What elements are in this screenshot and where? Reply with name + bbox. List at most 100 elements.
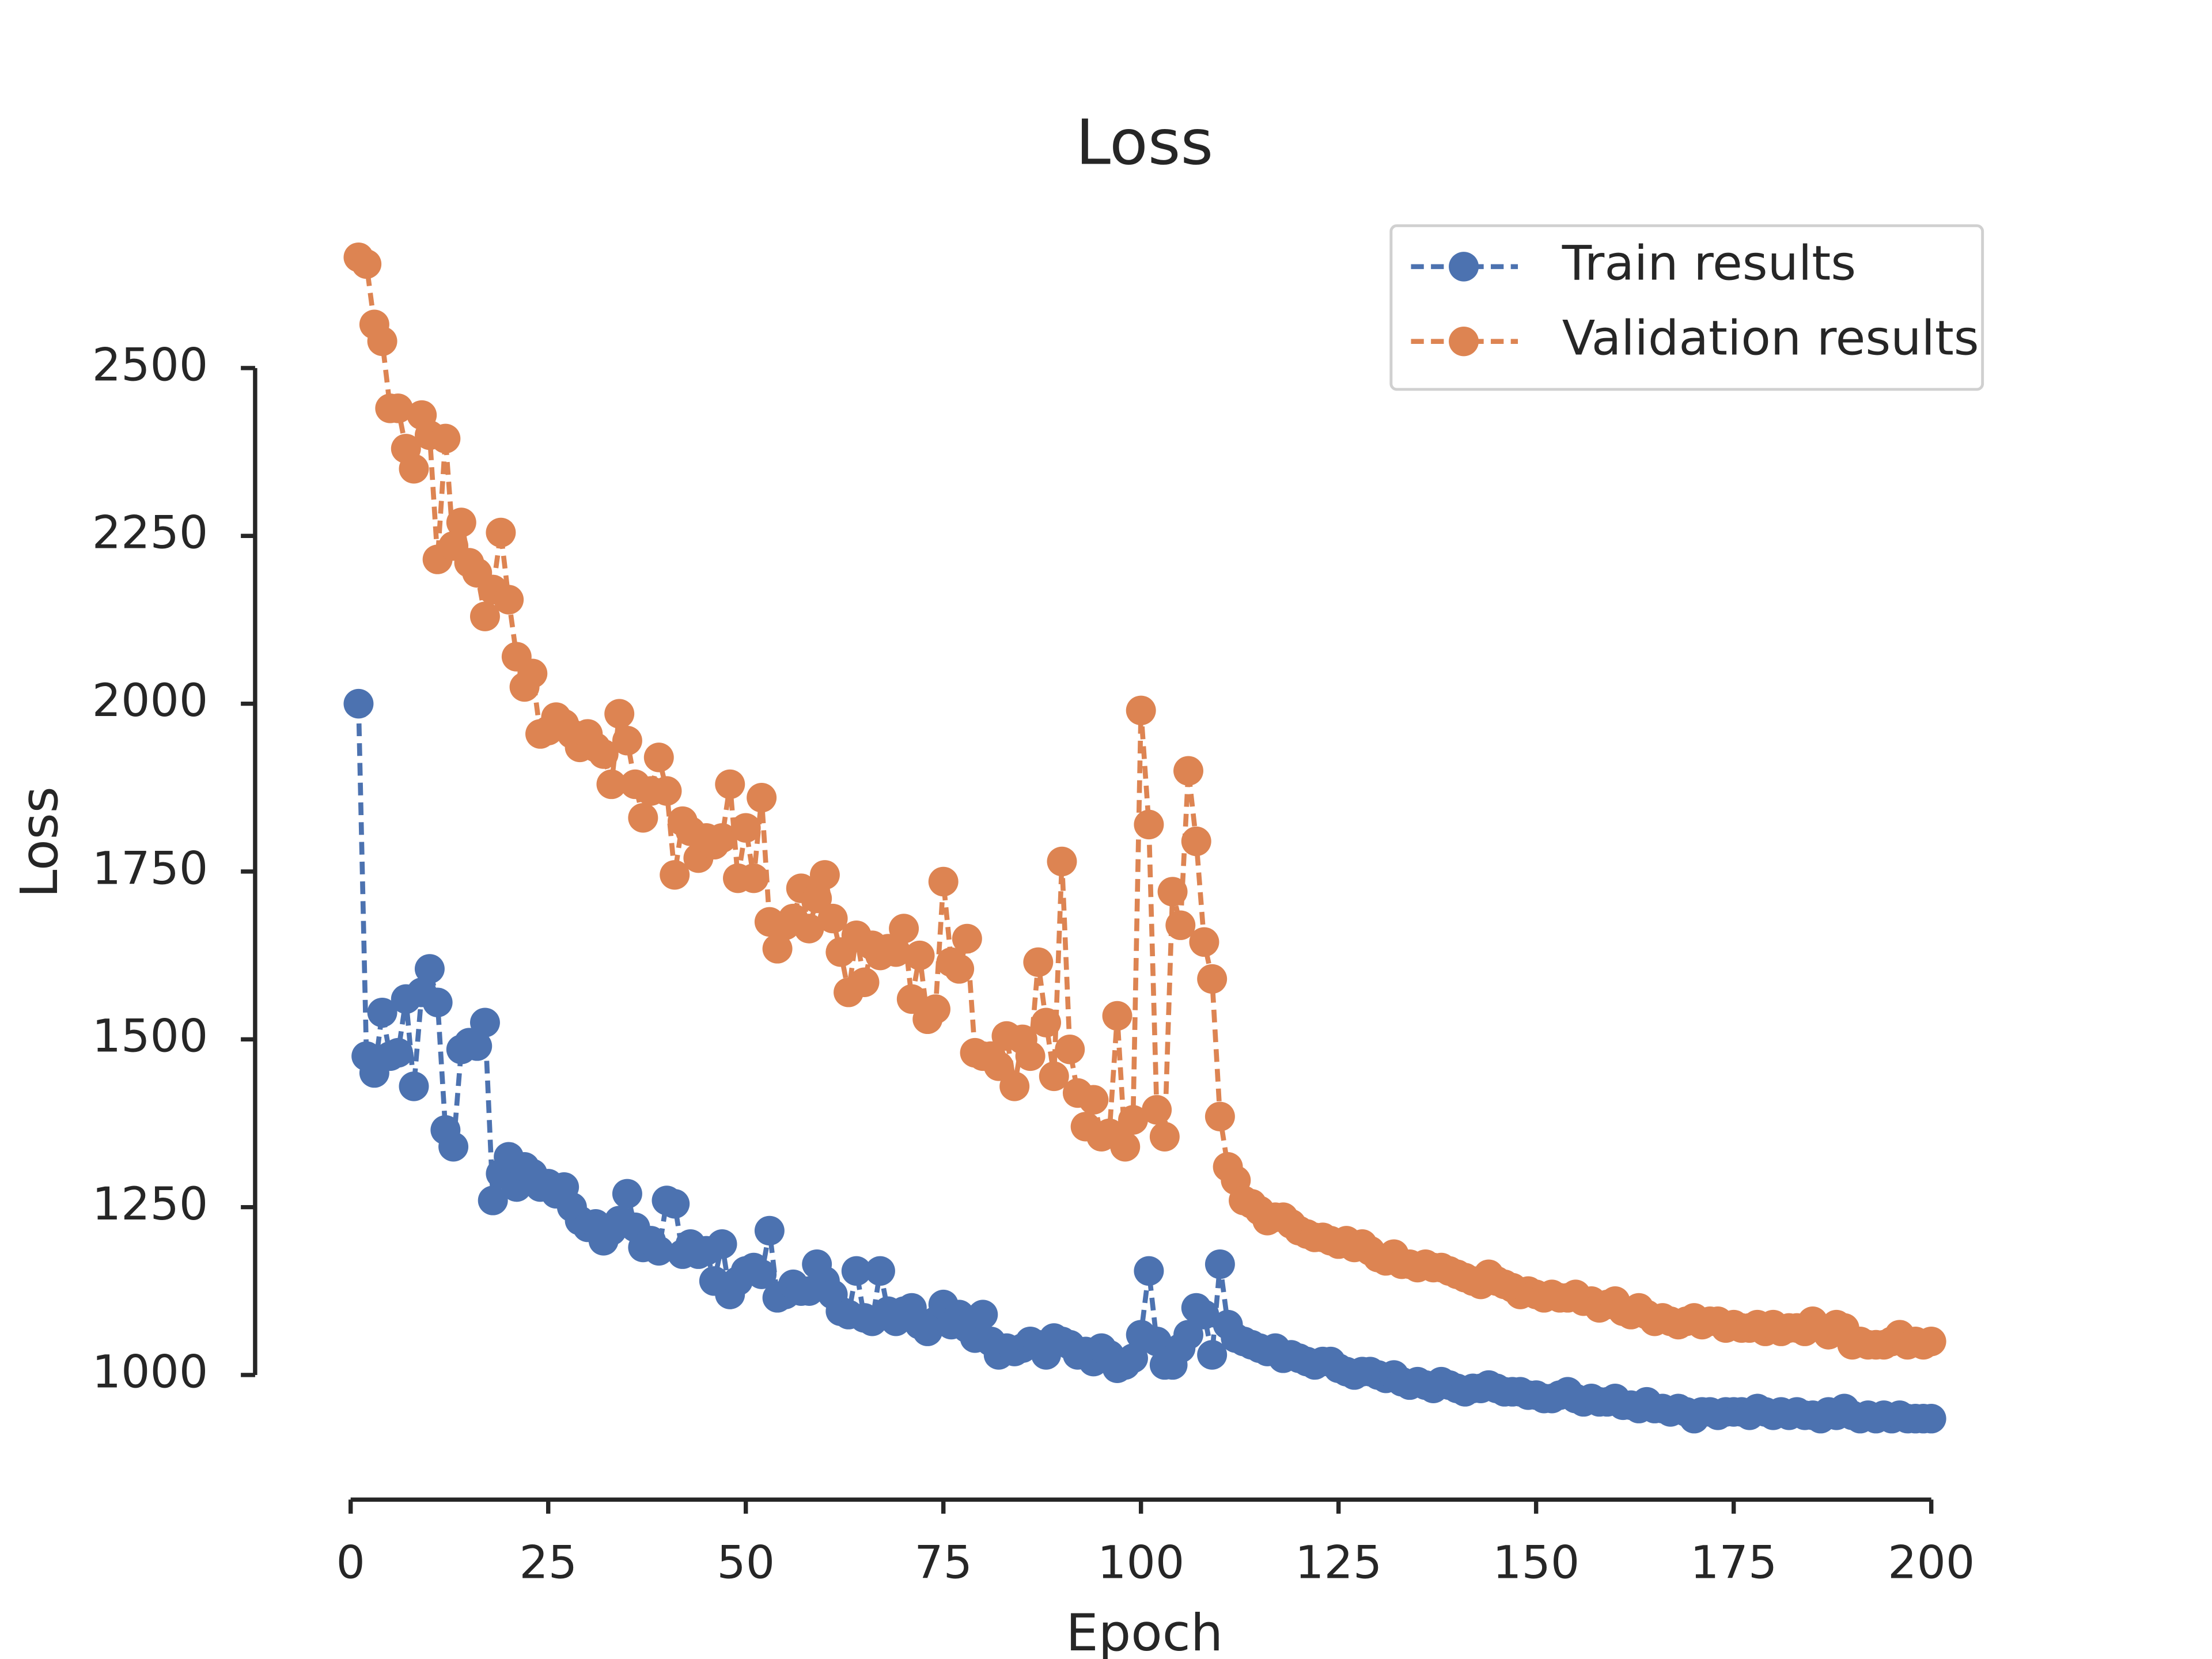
data-point <box>383 393 414 423</box>
data-point <box>1142 1094 1172 1125</box>
data-point <box>999 1071 1030 1101</box>
data-point <box>1189 927 1219 957</box>
data-point <box>399 1071 429 1101</box>
data-point <box>1916 1326 1946 1357</box>
x-tick-label: 125 <box>1295 1536 1382 1589</box>
y-tick-label: 2500 <box>92 339 208 392</box>
data-point <box>968 1300 998 1330</box>
legend-marker <box>1449 252 1479 282</box>
data-point <box>1181 826 1211 857</box>
data-point <box>1142 1326 1172 1357</box>
x-tick-label: 200 <box>1888 1536 1975 1589</box>
data-point <box>414 954 445 984</box>
data-point <box>896 984 927 1014</box>
data-point <box>817 903 848 934</box>
plot-area <box>343 242 1946 1434</box>
data-point <box>1173 1320 1203 1350</box>
data-point <box>1078 1085 1109 1115</box>
data-point <box>1197 964 1228 994</box>
data-point <box>1015 1041 1046 1071</box>
data-point <box>660 860 690 890</box>
data-point <box>762 934 793 964</box>
data-point <box>367 326 397 357</box>
data-point <box>643 1236 674 1266</box>
legend-box <box>1389 224 1984 391</box>
x-tick-label: 0 <box>336 1536 365 1589</box>
data-point <box>928 866 959 897</box>
data-point <box>588 739 619 769</box>
data-point <box>802 883 832 914</box>
x-axis-label: Epoch <box>1066 1604 1223 1659</box>
data-point <box>430 423 461 454</box>
x-tick-label: 150 <box>1493 1536 1580 1589</box>
data-point <box>612 726 642 756</box>
x-tick-label: 100 <box>1097 1536 1184 1589</box>
legend: Train results Validation results <box>1389 224 1984 391</box>
data-point <box>1039 1061 1069 1092</box>
data-point <box>904 940 935 971</box>
y-tick-label: 1000 <box>92 1346 208 1399</box>
data-point <box>643 743 674 772</box>
data-point <box>715 769 745 800</box>
data-point <box>920 994 950 1024</box>
legend-label: Train results <box>1562 235 1856 291</box>
data-point <box>707 823 737 853</box>
data-point <box>889 914 919 944</box>
data-point <box>422 987 453 1017</box>
data-point <box>383 1037 414 1068</box>
data-point <box>1055 1035 1085 1065</box>
data-point <box>351 249 382 279</box>
data-point <box>738 863 769 893</box>
data-point <box>660 1189 690 1219</box>
data-point <box>652 776 682 806</box>
data-point <box>486 517 516 548</box>
data-point <box>517 658 548 688</box>
legend-label: Validation results <box>1562 310 1979 366</box>
data-point <box>343 688 374 719</box>
data-point <box>462 1031 493 1061</box>
data-point <box>367 997 397 1028</box>
data-point <box>1134 809 1164 840</box>
data-point <box>1102 1001 1132 1031</box>
legend-marker <box>1449 326 1479 357</box>
data-point <box>707 1229 737 1259</box>
data-point <box>1197 1340 1228 1370</box>
data-point <box>494 585 524 615</box>
data-point <box>1126 695 1156 725</box>
data-point <box>478 1185 508 1215</box>
data-point <box>747 783 777 813</box>
y-tick-label: 2250 <box>92 506 208 559</box>
y-tick-label: 2000 <box>92 674 208 727</box>
data-point <box>1205 1249 1235 1279</box>
x-tick-label: 75 <box>914 1536 972 1589</box>
data-point <box>754 1215 785 1246</box>
data-point <box>849 967 880 997</box>
data-point <box>399 454 429 484</box>
data-point <box>1118 1105 1148 1135</box>
data-point <box>865 1256 895 1286</box>
data-point <box>1118 1343 1148 1373</box>
data-point <box>469 1007 500 1037</box>
x-tick-label: 25 <box>519 1536 577 1589</box>
data-point <box>881 937 911 967</box>
data-point <box>1189 1300 1219 1330</box>
y-axis-label: Loss <box>9 786 69 897</box>
data-point <box>1110 1132 1141 1162</box>
data-point <box>1031 1007 1062 1037</box>
y-tick-label: 1250 <box>92 1177 208 1230</box>
data-point <box>469 601 500 631</box>
data-point <box>809 860 840 890</box>
data-point <box>794 914 824 944</box>
data-point <box>1205 1101 1235 1132</box>
x-tick-label: 50 <box>717 1536 775 1589</box>
data-point <box>446 507 476 537</box>
data-point <box>1149 1122 1180 1152</box>
data-point <box>1157 877 1188 907</box>
data-point <box>1173 756 1203 786</box>
x-tick-label: 175 <box>1690 1536 1777 1589</box>
chart-title: Loss <box>1075 106 1213 179</box>
data-point <box>628 803 658 833</box>
data-point <box>1023 947 1054 977</box>
data-point <box>944 954 975 984</box>
data-point <box>841 1256 872 1286</box>
